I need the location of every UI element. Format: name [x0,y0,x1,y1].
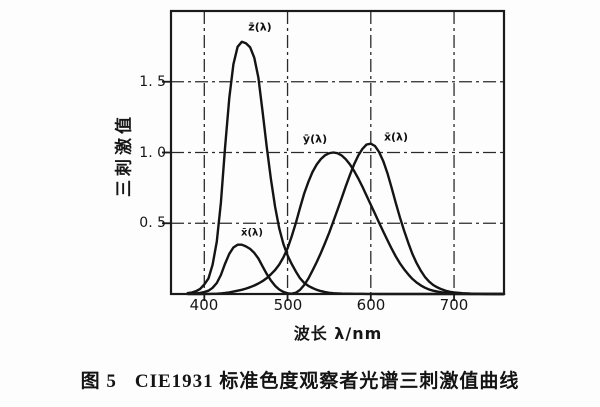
curve-label-ybar: ȳ(λ) [302,132,328,146]
x-tick-label-400: 400 [189,296,219,314]
x-tick-label-700: 700 [439,296,469,314]
x-axis-title: 波长 λ/nm [293,324,383,343]
curve-label-zbar: z̄(λ) [248,20,272,34]
curve-ybar [186,151,506,296]
x-tick-label-500: 500 [273,296,303,314]
figure-title: CIE1931 标准色度观察者光谱三刺激值曲线 [134,371,520,392]
figure-caption: 图 5 CIE1931 标准色度观察者光谱三刺激值曲线 [0,366,600,393]
figure-number: 图 5 [80,371,117,392]
plot-border [169,9,506,296]
curve-label-xbar-secondary: x̄(λ) [241,227,263,239]
curve-xbar [186,142,506,296]
y-tick-label-1-5: 1. 5 [139,74,166,90]
curve-zbar [186,40,506,296]
y-tick-label-0-5: 0. 5 [139,215,166,231]
curve-label-xbar: x̄(λ) [383,130,409,144]
y-tick-label-1-0: 1. 0 [139,145,166,161]
x-tick-label-600: 600 [356,296,386,314]
